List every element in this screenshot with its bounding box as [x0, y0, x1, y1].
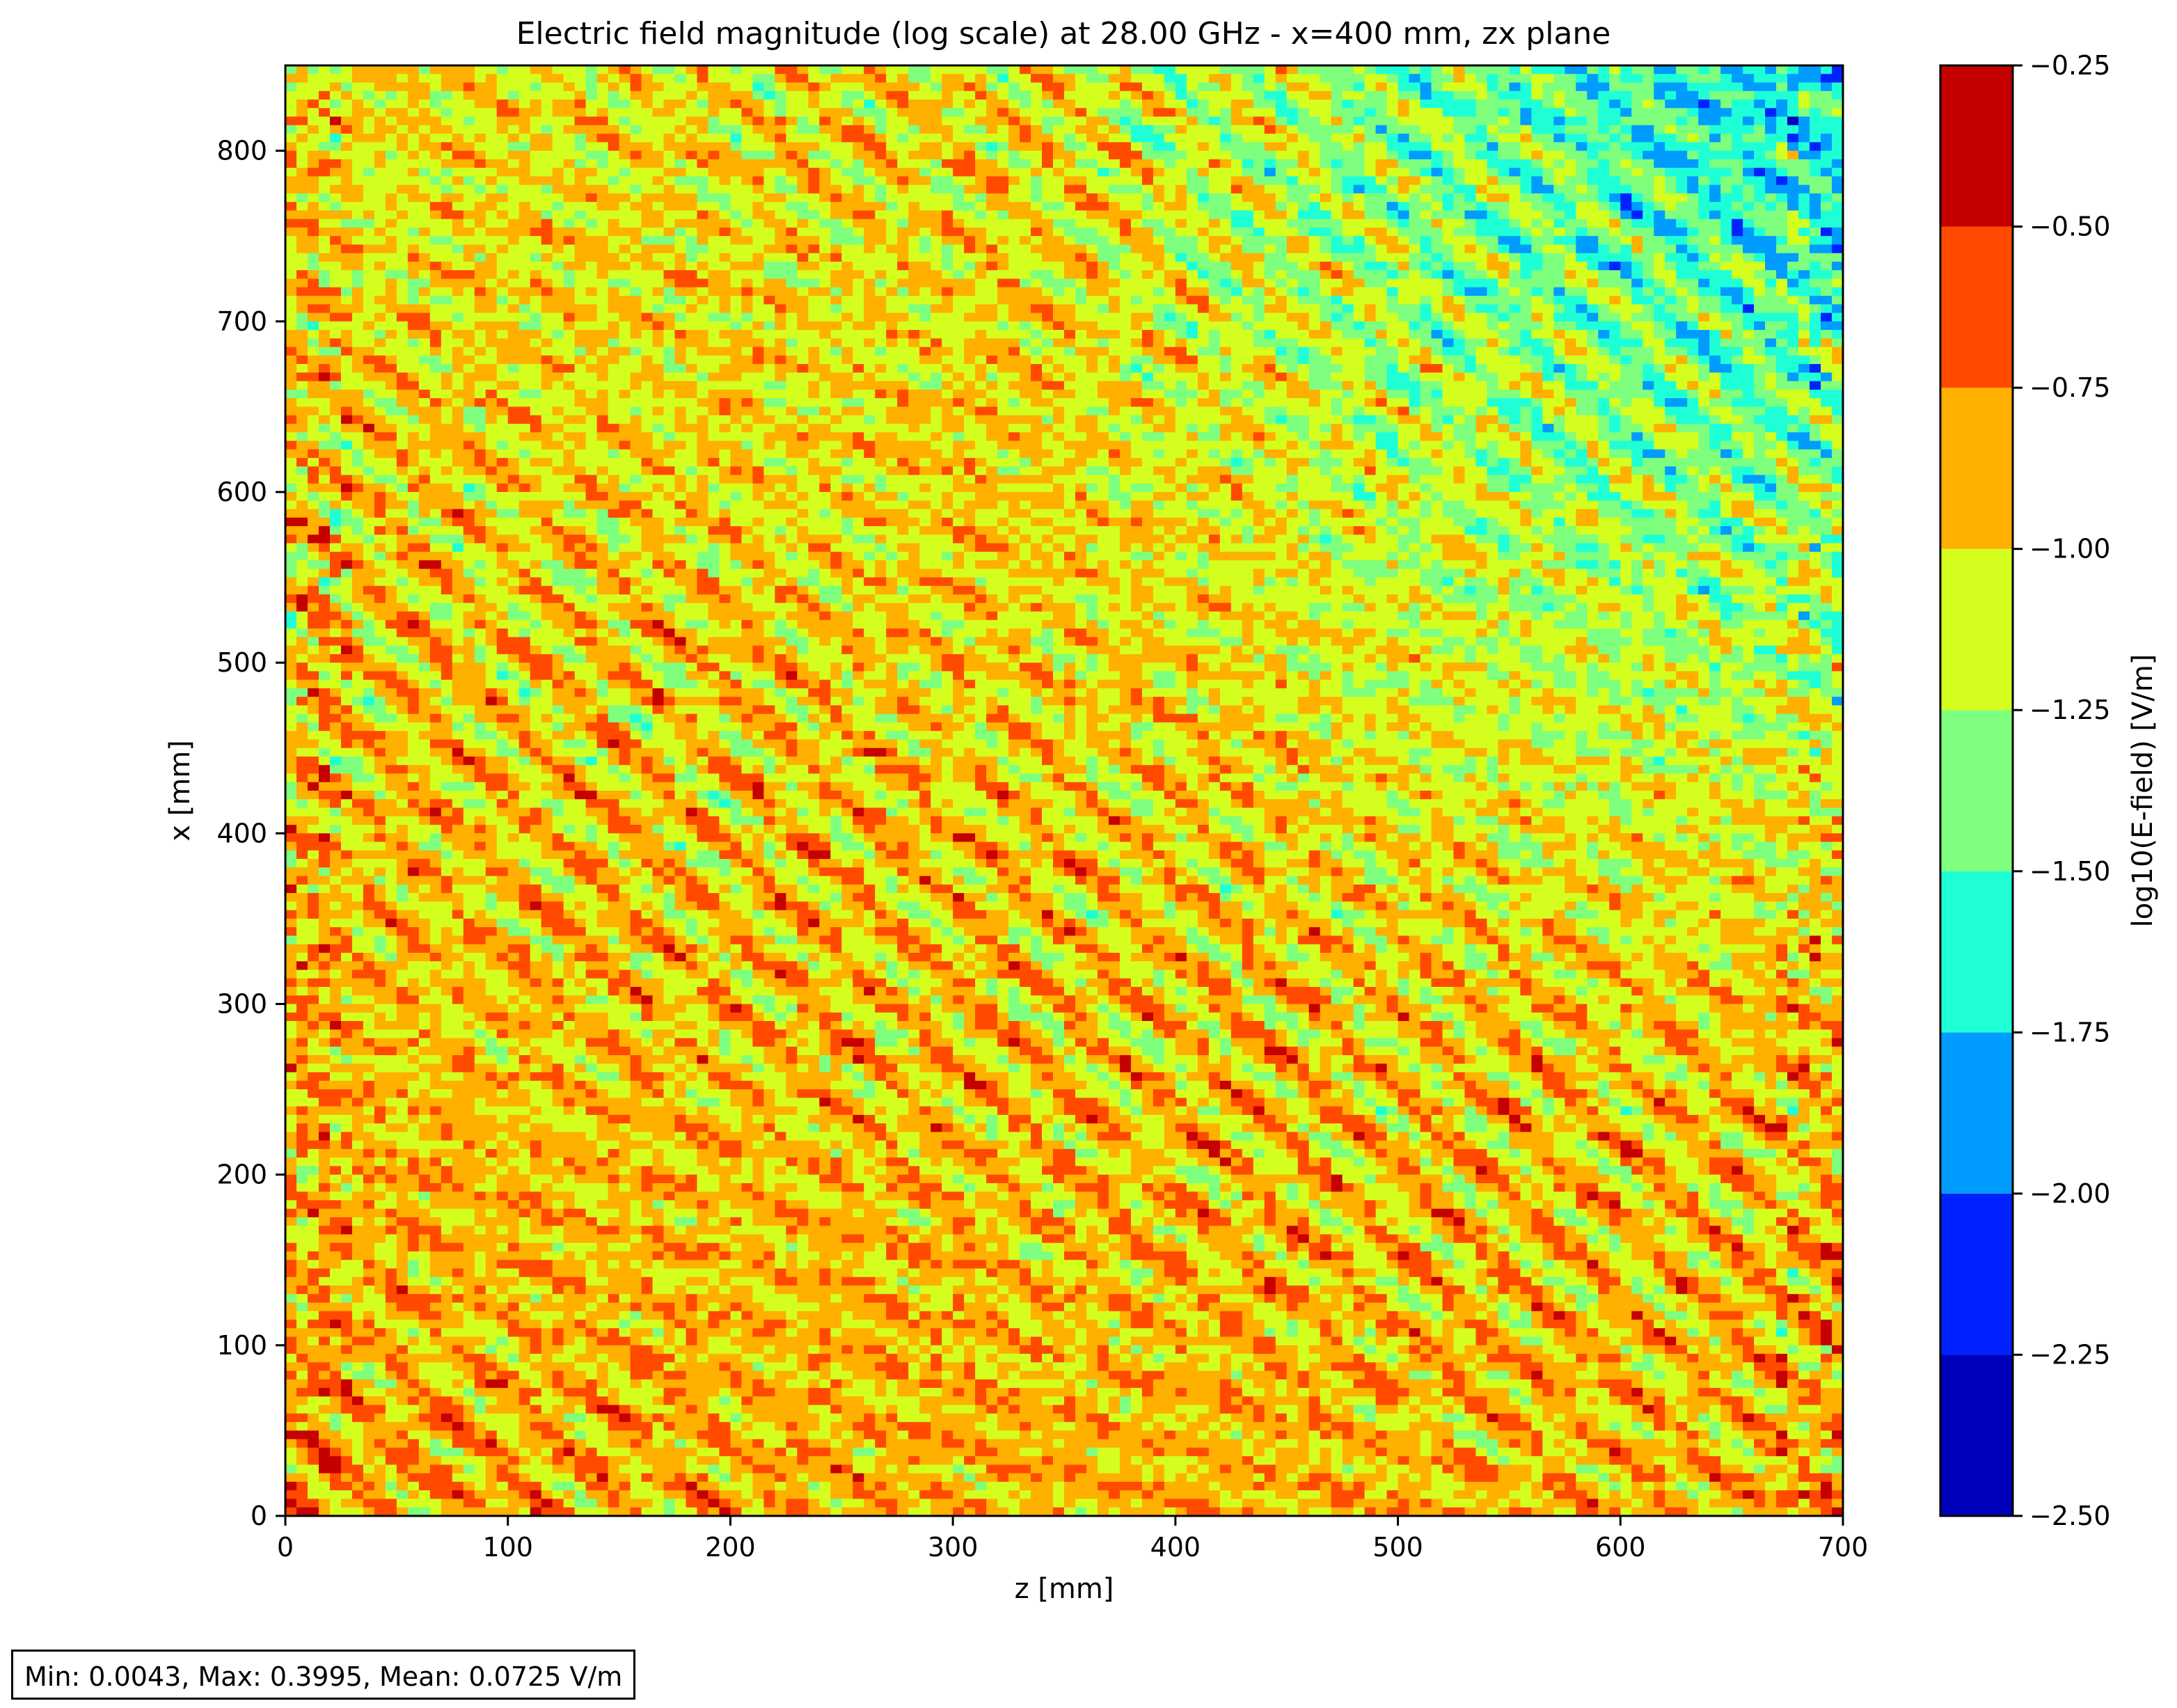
y-tick-label: 500	[216, 647, 267, 678]
x-axis-label: z [mm]	[1015, 1573, 1114, 1605]
x-tick-label: 200	[705, 1532, 756, 1563]
y-tick-label: 700	[216, 306, 267, 337]
y-axis-label: x [mm]	[164, 740, 196, 841]
y-tick-label: 0	[251, 1501, 267, 1531]
y-axis: 0 100 200 300 400 500 600 700 800	[216, 136, 285, 1531]
colorbar-tick-label: −1.50	[2029, 856, 2110, 887]
x-tick-label: 100	[482, 1532, 533, 1563]
colorbar-segment	[1940, 1354, 2013, 1516]
colorbar-segment	[1940, 1194, 2013, 1355]
y-tick-label: 200	[216, 1160, 267, 1190]
colorbar-segment	[1940, 388, 2013, 549]
x-tick-label: 700	[1818, 1532, 1869, 1563]
x-tick-label: 400	[1150, 1532, 1201, 1563]
y-tick-label: 400	[216, 818, 267, 848]
chart-title: Electric field magnitude (log scale) at …	[516, 16, 1611, 52]
colorbar-tick-label: −0.75	[2029, 372, 2110, 403]
colorbar-tick-label: −0.50	[2029, 212, 2110, 242]
y-tick-label: 300	[216, 988, 267, 1019]
colorbar-tick-label: −1.75	[2029, 1017, 2110, 1047]
colorbar-tick-label: −2.50	[2029, 1501, 2110, 1531]
colorbar-segment	[1940, 710, 2013, 871]
heatmap-field	[285, 65, 1844, 1517]
y-tick-label: 800	[216, 136, 267, 166]
x-axis: 0 100 200 300 400 500 600 700	[277, 1516, 1868, 1563]
x-tick-label: 300	[928, 1532, 979, 1563]
colorbar-segment	[1940, 227, 2013, 388]
colorbar-tick-label: −1.25	[2029, 695, 2110, 725]
colorbar-label: log10(E-field) [V/m]	[2127, 654, 2159, 928]
colorbar-tick-label: −2.00	[2029, 1178, 2110, 1209]
x-tick-label: 600	[1595, 1532, 1646, 1563]
colorbar-tick-label: −0.25	[2029, 50, 2110, 81]
y-tick-label: 100	[216, 1330, 267, 1361]
stats-box: Min: 0.0043, Max: 0.3995, Mean: 0.0725 V…	[11, 1650, 635, 1700]
colorbar-ticks: −2.50 −2.25 −2.00 −1.75 −1.50 −1.25 −1.00 −0.75…	[2013, 50, 2110, 1531]
colorbar-segment	[1940, 1032, 2013, 1194]
y-tick-label: 600	[216, 477, 267, 507]
x-tick-label: 500	[1372, 1532, 1423, 1563]
colorbar-segment	[1940, 549, 2013, 711]
colorbar-tick-label: −2.25	[2029, 1339, 2110, 1370]
colorbar-segment	[1940, 65, 2013, 227]
colorbar-segment	[1940, 871, 2013, 1033]
colorbar	[1940, 65, 2013, 1516]
x-tick-label: 0	[277, 1532, 294, 1563]
colorbar-tick-label: −1.00	[2029, 534, 2110, 564]
